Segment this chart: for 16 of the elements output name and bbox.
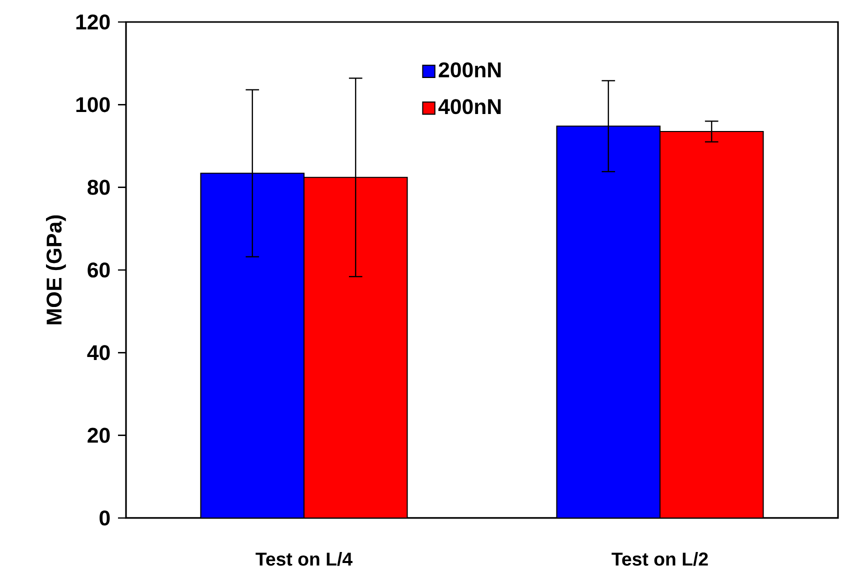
y-tick-label: 120 <box>76 14 110 30</box>
y-axis-title: MOE (GPa) <box>46 215 66 324</box>
legend-label: 400nN <box>438 99 501 114</box>
bar <box>556 126 661 518</box>
y-tick-label: 80 <box>88 180 110 195</box>
y-tick-label: 0 <box>100 510 110 526</box>
y-tick-label: 40 <box>87 345 110 360</box>
x-tick-label: Test on L/2 <box>612 552 708 566</box>
y-tick-label: 100 <box>76 97 110 112</box>
bar <box>659 130 764 518</box>
x-tick-label: Test on L/4 <box>256 552 352 566</box>
bar <box>200 172 305 518</box>
y-tick-label: 20 <box>88 428 110 443</box>
bar <box>303 176 408 518</box>
y-tick-label: 60 <box>88 262 110 278</box>
legend-label: 200nN <box>438 62 501 78</box>
